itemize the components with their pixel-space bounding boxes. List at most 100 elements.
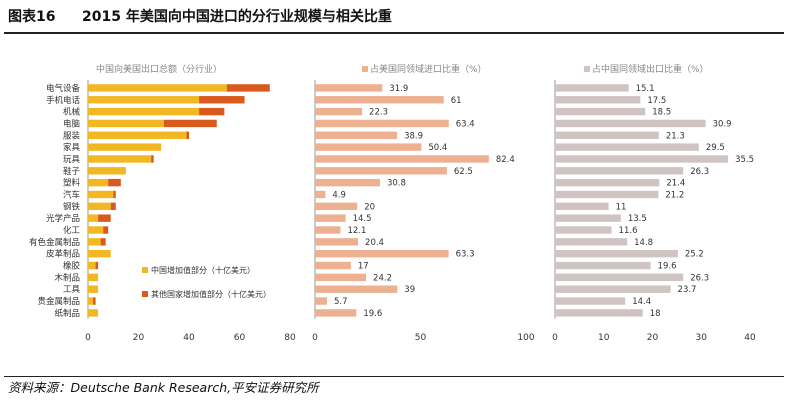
- x-tick-label: 80: [284, 333, 296, 343]
- x-tick-label: 60: [234, 333, 246, 343]
- bar-value-label: 82.4: [496, 155, 515, 165]
- bar-value-label: 4.9: [332, 190, 346, 200]
- category-label: 木制品: [54, 272, 80, 283]
- bar: [555, 202, 609, 211]
- category-label: 钢铁: [63, 201, 81, 212]
- bar-value-label: 62.5: [454, 167, 473, 177]
- x-tick-label: 0: [85, 333, 91, 343]
- category-label: 电气设备: [46, 83, 81, 94]
- bar: [315, 214, 346, 222]
- bar-value-label: 18: [650, 309, 661, 319]
- x-tick-label: 30: [696, 333, 708, 343]
- bar-china-value-added: [88, 214, 99, 222]
- bar-value-label: 20: [364, 202, 375, 212]
- bar-other-value-added: [100, 238, 106, 246]
- bar-china-value-added: [88, 249, 111, 258]
- panel-china-export-share: 占中国同领域出口比重（%） 0 10 20 30 40 15.1 17.5 18.5 30.9 21…: [552, 63, 756, 343]
- panel-us-import-share: 占美国同领域进口比重（%） 0 50 100 31.9 61 22.3 63.4 38.9 50.…: [312, 63, 535, 343]
- bar-china-value-added: [88, 155, 152, 163]
- bar-value-label: 22.3: [369, 108, 388, 118]
- bar-value-label: 50.4: [428, 143, 447, 153]
- bar: [315, 249, 449, 258]
- bar-value-label: 17.5: [647, 96, 666, 106]
- bar: [555, 273, 684, 282]
- category-label: 玩具: [63, 155, 81, 165]
- bar: [555, 143, 699, 151]
- x-tick-label: 40: [183, 333, 195, 343]
- bar-value-label: 26.3: [690, 167, 709, 177]
- bar-value-label: 11: [616, 202, 627, 212]
- x-tick-label: 40: [744, 333, 756, 343]
- bar-value-label: 21.3: [666, 131, 685, 141]
- bar-china-value-added: [88, 84, 227, 92]
- panel-title: 占美国同领域进口比重（%）: [370, 63, 487, 75]
- category-label: 汽车: [63, 189, 80, 200]
- bar-other-value-added: [95, 261, 99, 270]
- bar-value-label: 63.3: [456, 250, 475, 260]
- category-label: 化工: [63, 225, 81, 236]
- panel-legend-swatch: [362, 66, 368, 72]
- bar-china-value-added: [88, 131, 187, 139]
- bar-china-value-added: [88, 285, 99, 293]
- source-text: 资料来源：Deutsche Bank Research,平安证券研究所: [8, 380, 319, 395]
- bar-other-value-added: [113, 190, 116, 199]
- bar-china-value-added: [88, 178, 109, 187]
- panel-legend-swatch: [584, 66, 590, 72]
- bar: [555, 238, 628, 246]
- bar-china-value-added: [88, 96, 200, 104]
- bar-value-label: 12.1: [348, 226, 367, 236]
- category-label: 机械: [63, 107, 81, 118]
- bar-china-value-added: [88, 226, 104, 234]
- bar-other-value-added: [108, 178, 121, 187]
- bar-value-label: 35.5: [735, 155, 754, 165]
- bar: [555, 285, 671, 293]
- legend-label-china: 中国增加值部分（十亿美元）: [151, 265, 255, 275]
- bar: [315, 84, 383, 92]
- bar: [555, 131, 659, 139]
- source-note: 资料来源：Deutsche Bank Research,平安证券研究所: [4, 376, 784, 403]
- x-tick-label: 10: [598, 333, 610, 343]
- bar-value-label: 15.1: [636, 84, 655, 94]
- bar-other-value-added: [110, 202, 116, 211]
- bar-value-label: 18.5: [652, 108, 671, 118]
- category-label: 有色金属制品: [29, 237, 80, 248]
- bar-other-value-added: [199, 96, 245, 104]
- bar: [315, 297, 328, 305]
- bar: [555, 107, 646, 116]
- bar-value-label: 30.8: [387, 179, 406, 189]
- bar: [315, 238, 359, 246]
- bar-other-value-added: [199, 107, 225, 116]
- x-tick-label: 100: [517, 333, 534, 343]
- bar-other-value-added: [98, 214, 111, 222]
- category-label: 工具: [63, 285, 81, 295]
- bar-value-label: 14.4: [632, 297, 651, 307]
- bar-value-label: 39: [404, 285, 415, 295]
- bar-value-label: 25.2: [685, 250, 704, 260]
- x-tick-label: 20: [647, 333, 659, 343]
- bar-other-value-added: [186, 131, 189, 139]
- bar: [315, 96, 444, 104]
- x-tick-label: 0: [312, 333, 318, 343]
- category-label: 手机电话: [46, 95, 81, 106]
- bar-value-label: 17: [358, 262, 369, 272]
- bar: [555, 190, 659, 199]
- figure-label: 图表16: [8, 9, 56, 25]
- category-label: 橡胶: [63, 261, 81, 272]
- x-tick-label: 50: [415, 333, 427, 343]
- bar-china-value-added: [88, 273, 99, 282]
- bar: [555, 178, 660, 187]
- bar-value-label: 5.7: [334, 297, 348, 307]
- bar: [315, 131, 398, 139]
- figure-title-bar: 图表16 2015 年美国向中国进口的分行业规模与相关比重: [4, 4, 784, 34]
- bar-china-value-added: [88, 119, 164, 128]
- bar: [315, 119, 449, 128]
- bar-china-value-added: [88, 238, 101, 246]
- category-label: 鞋子: [63, 166, 81, 177]
- bar-value-label: 24.2: [373, 273, 392, 283]
- panel-title: 占中国同领域出口比重（%）: [592, 63, 709, 75]
- bar: [555, 167, 684, 175]
- bar-value-label: 61: [451, 96, 462, 106]
- bar: [315, 143, 422, 151]
- bar-value-label: 20.4: [365, 238, 384, 248]
